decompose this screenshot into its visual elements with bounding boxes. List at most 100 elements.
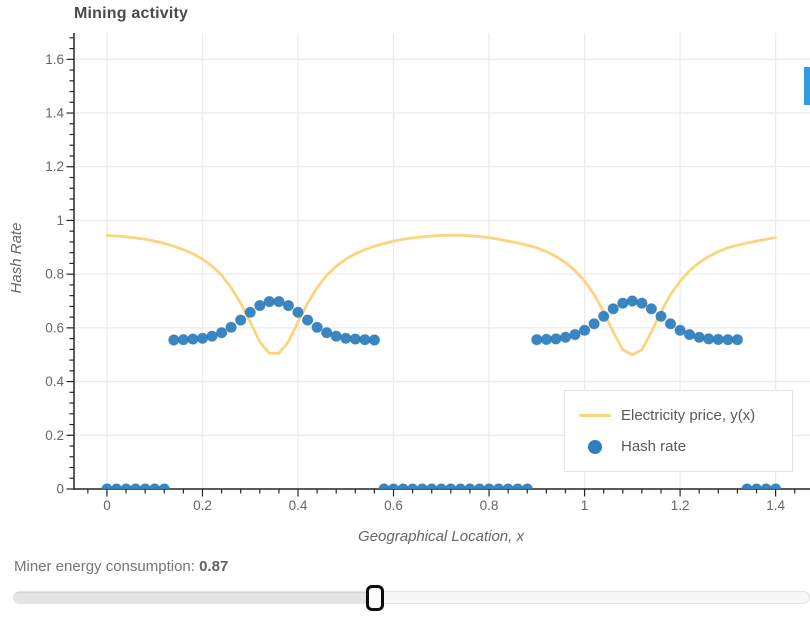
- x-tick-label: 1.4: [766, 498, 785, 513]
- slider-fill: [14, 592, 377, 603]
- data-point: [493, 483, 505, 489]
- legend-entry-hash-rate: Hash rate: [579, 438, 792, 455]
- data-point: [559, 331, 572, 343]
- data-point: [435, 483, 447, 489]
- data-point: [282, 299, 294, 312]
- hash-rate-points: [101, 295, 782, 489]
- data-point: [110, 483, 123, 489]
- y-tick-label: 0: [56, 482, 64, 497]
- data-point: [674, 324, 686, 336]
- slider-label: Miner energy consumption: 0.87: [14, 558, 228, 575]
- chart-title: Mining activity: [74, 5, 189, 22]
- data-point: [588, 318, 600, 330]
- slider-value: 0.87: [199, 558, 229, 575]
- y-tick-label: 1.6: [45, 52, 64, 67]
- x-tick-label: 0.2: [193, 498, 212, 513]
- data-point: [177, 334, 189, 346]
- data-point: [512, 483, 524, 489]
- legend-entry-electricity-price: Electricity price, y(x): [579, 407, 792, 424]
- data-point: [416, 483, 428, 489]
- data-point: [712, 333, 724, 345]
- data-point: [359, 334, 371, 346]
- data-point: [655, 310, 667, 322]
- data-point: [731, 334, 744, 346]
- data-point: [311, 321, 323, 333]
- mining-activity-plot: 0 0.2 0.4 0.6 0.8 1 1.2 1.4 0 0.2 0.4 0.6 0.8 1 1.2 1.4…: [45, 33, 810, 513]
- data-point: [636, 297, 648, 309]
- data-point: [454, 483, 466, 489]
- data-point: [569, 328, 581, 341]
- data-point: [216, 327, 228, 339]
- y-tick-label: 0.4: [45, 374, 64, 389]
- x-tick-label: 1.2: [671, 498, 690, 513]
- data-point: [206, 330, 218, 342]
- data-point: [741, 483, 753, 489]
- data-point: [770, 483, 782, 489]
- x-tick-label: 0.6: [384, 498, 403, 513]
- y-tick-labels: 0 0.2 0.4 0.6 0.8 1 1.2 1.4 1.6: [45, 52, 64, 497]
- data-point: [378, 483, 390, 489]
- data-point: [235, 314, 247, 326]
- data-point: [473, 483, 486, 489]
- data-point: [540, 333, 553, 345]
- slider-handle[interactable]: [366, 585, 384, 611]
- x-axis-title: Geographical Location, x: [358, 528, 524, 545]
- slider-track[interactable]: [13, 591, 810, 604]
- data-point: [598, 310, 610, 322]
- data-point: [683, 328, 696, 341]
- legend-line-swatch: [579, 414, 611, 417]
- data-point: [722, 334, 734, 346]
- legend-label: Hash rate: [621, 438, 687, 455]
- data-point: [263, 295, 275, 308]
- y-tick-label: 0.6: [45, 320, 64, 335]
- data-point: [607, 303, 619, 315]
- data-point: [760, 483, 772, 489]
- x-tick-label: 0.4: [289, 498, 308, 513]
- y-tick-label: 0.8: [45, 267, 64, 282]
- data-point: [149, 483, 161, 489]
- data-point: [664, 318, 677, 330]
- data-point: [273, 295, 285, 308]
- data-point: [368, 334, 380, 346]
- data-point: [550, 333, 562, 345]
- legend: Electricity price, y(x) Hash rate: [564, 390, 793, 472]
- x-tick-labels: 0 0.2 0.4 0.6 0.8 1 1.2 1.4: [103, 498, 785, 513]
- data-point: [168, 334, 180, 346]
- data-point: [187, 333, 199, 345]
- data-point: [349, 333, 361, 345]
- data-point: [340, 332, 352, 344]
- data-point: [244, 306, 256, 318]
- data-point: [158, 483, 170, 489]
- tick-marks: [66, 37, 796, 497]
- data-point: [196, 332, 209, 344]
- data-point: [301, 314, 314, 326]
- data-point: [617, 297, 629, 309]
- x-tick-label: 0: [103, 498, 111, 513]
- data-point: [578, 324, 591, 336]
- data-point: [254, 299, 266, 312]
- data-point: [397, 483, 409, 489]
- data-point: [531, 334, 543, 346]
- x-tick-label: 1: [581, 498, 589, 513]
- legend-dot-swatch: [579, 439, 611, 454]
- legend-label: Electricity price, y(x): [621, 407, 756, 424]
- y-tick-label: 1.4: [45, 106, 64, 121]
- data-point: [292, 306, 304, 318]
- y-tick-label: 0.2: [45, 428, 64, 443]
- slider-label-text: Miner energy consumption:: [14, 558, 200, 575]
- y-tick-label: 1: [56, 213, 64, 228]
- data-point: [703, 333, 715, 345]
- data-point: [626, 295, 638, 307]
- scrollbar-thumb[interactable]: [804, 67, 810, 105]
- y-tick-label: 1.2: [45, 159, 64, 174]
- data-point: [521, 483, 533, 489]
- data-point: [130, 483, 142, 489]
- data-point: [225, 321, 237, 333]
- y-axis-title: Hash Rate: [8, 222, 25, 294]
- electricity-price-line: [105, 233, 777, 357]
- data-point: [330, 330, 342, 342]
- data-point: [693, 331, 705, 343]
- x-tick-label: 0.8: [480, 498, 499, 513]
- data-point: [321, 327, 333, 339]
